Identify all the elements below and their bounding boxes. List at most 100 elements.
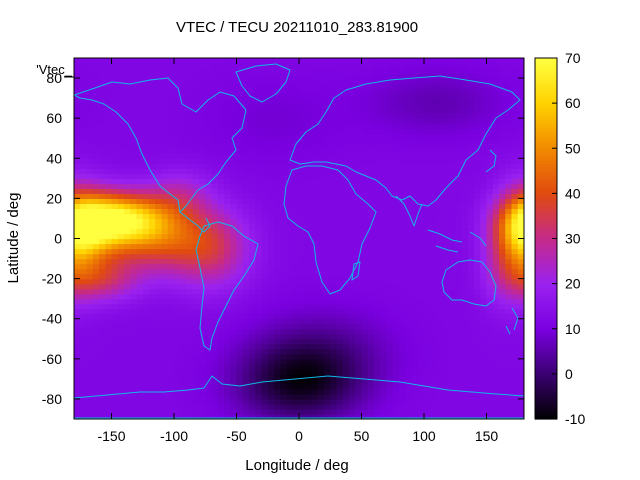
heatmap-cell [199, 378, 206, 385]
heatmap-cell [174, 133, 181, 139]
heatmap-cell [224, 303, 231, 310]
heatmap-cell [124, 413, 131, 419]
heatmap-cell [224, 183, 231, 189]
heatmap-cell [386, 93, 394, 99]
heatmap-cell [517, 258, 524, 265]
heatmap-cell [324, 148, 331, 154]
heatmap-cell [292, 78, 300, 84]
heatmap-cell [274, 318, 281, 325]
heatmap-cell [417, 313, 425, 320]
heatmap-cell [161, 163, 169, 169]
heatmap-cell [505, 113, 513, 119]
heatmap-cell [361, 218, 369, 225]
heatmap-cell [111, 143, 119, 149]
heatmap-cell [449, 108, 456, 114]
heatmap-cell [392, 83, 400, 89]
heatmap-cell [342, 118, 350, 124]
heatmap-cell [205, 93, 213, 99]
heatmap-cell [280, 83, 288, 89]
heatmap-cell [499, 153, 506, 159]
heatmap-cell [330, 258, 338, 265]
heatmap-cell [399, 128, 406, 134]
heatmap-cell [280, 393, 288, 400]
heatmap-cell [142, 303, 150, 310]
heatmap-cell [86, 128, 94, 134]
heatmap-cell [492, 413, 500, 419]
heatmap-cell [124, 373, 131, 380]
heatmap-cell [342, 183, 350, 189]
heatmap-cell [117, 363, 125, 370]
heatmap-cell [86, 323, 94, 330]
heatmap-cell [324, 393, 331, 400]
heatmap-cell [224, 213, 231, 220]
heatmap-cell [211, 333, 219, 340]
heatmap-cell [311, 288, 319, 295]
heatmap-cell [374, 263, 381, 270]
heatmap-cell [305, 358, 313, 365]
heatmap-cell [424, 273, 431, 280]
heatmap-cell [442, 358, 450, 365]
heatmap-cell [217, 338, 225, 345]
heatmap-cell [386, 148, 394, 154]
heatmap-cell [342, 178, 350, 184]
heatmap-cell [305, 288, 313, 295]
heatmap-cell [417, 133, 425, 139]
heatmap-cell [161, 353, 169, 360]
heatmap-cell [161, 303, 169, 310]
heatmap-cell [299, 118, 306, 124]
heatmap-cell [130, 273, 138, 280]
heatmap-cell [230, 353, 238, 360]
heatmap-cell [86, 138, 94, 144]
heatmap-cell [255, 213, 263, 220]
heatmap-cell [149, 358, 156, 365]
heatmap-cell [267, 358, 275, 365]
heatmap-cell [349, 168, 356, 174]
heatmap-cell [380, 393, 388, 400]
heatmap-cell [255, 288, 263, 295]
heatmap-cell [505, 173, 513, 179]
heatmap-cell [236, 238, 244, 245]
heatmap-cell [386, 163, 394, 169]
heatmap-cell [474, 383, 481, 390]
heatmap-cell [405, 293, 413, 300]
heatmap-cell [361, 283, 369, 290]
heatmap-cell [86, 163, 94, 169]
heatmap-cell [424, 293, 431, 300]
heatmap-cell [192, 408, 200, 415]
heatmap-cell [249, 148, 256, 154]
heatmap-cells [74, 58, 524, 419]
heatmap-cell [405, 358, 413, 365]
heatmap-cell [230, 393, 238, 400]
heatmap-cell [380, 83, 388, 89]
heatmap-cell [492, 133, 500, 139]
heatmap-cell [355, 158, 363, 164]
heatmap-cell [324, 203, 331, 210]
heatmap-cell [499, 173, 506, 179]
heatmap-cell [242, 353, 250, 360]
heatmap-cell [86, 213, 94, 220]
heatmap-cell [124, 403, 131, 410]
heatmap-cell [342, 258, 350, 265]
heatmap-cell [411, 93, 419, 99]
heatmap-cell [455, 208, 463, 215]
heatmap-cell [230, 78, 238, 84]
heatmap-cell [99, 368, 106, 375]
heatmap-cell [205, 228, 213, 235]
heatmap-cell [480, 193, 488, 199]
heatmap-cell [349, 223, 356, 230]
heatmap-cell [242, 138, 250, 144]
heatmap-cell [74, 408, 81, 415]
heatmap-cell [249, 203, 256, 210]
heatmap-cell [349, 303, 356, 310]
heatmap-cell [255, 198, 263, 204]
heatmap-cell [186, 138, 194, 144]
heatmap-cell [174, 93, 181, 99]
heatmap-cell [517, 228, 524, 235]
heatmap-cell [80, 353, 88, 360]
heatmap-cell [480, 398, 488, 405]
heatmap-cell [492, 213, 500, 220]
heatmap-cell [461, 308, 469, 315]
heatmap-cell [405, 253, 413, 260]
heatmap-cell [230, 68, 238, 74]
heatmap-cell [349, 213, 356, 220]
